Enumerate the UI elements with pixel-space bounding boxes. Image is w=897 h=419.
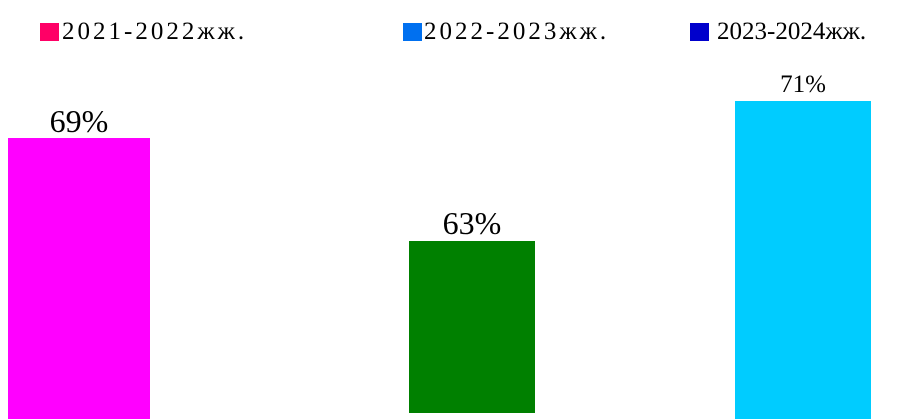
legend-label-2022-2023: 2022-2023жж.	[424, 18, 610, 45]
legend-swatch-2023-2024	[690, 23, 709, 41]
legend-swatch-2021-2022	[40, 23, 59, 41]
legend-label-2023-2024: 2023-2024жж.	[717, 18, 867, 45]
bar-2022-2023	[409, 240, 535, 413]
legend-swatch-2022-2023	[403, 23, 422, 41]
bar-2023-2024	[735, 101, 871, 419]
legend-label-2021-2022: 2021-2022жж.	[62, 18, 248, 45]
legend: 2021-2022жж. 2022-2023жж. 2023-2024жж.	[0, 0, 897, 50]
data-label-2023-2024: 71%	[780, 71, 826, 99]
data-label-2022-2023: 63%	[442, 204, 502, 241]
bar-2021-2022	[8, 137, 150, 419]
data-label-2021-2022: 69%	[49, 102, 109, 139]
